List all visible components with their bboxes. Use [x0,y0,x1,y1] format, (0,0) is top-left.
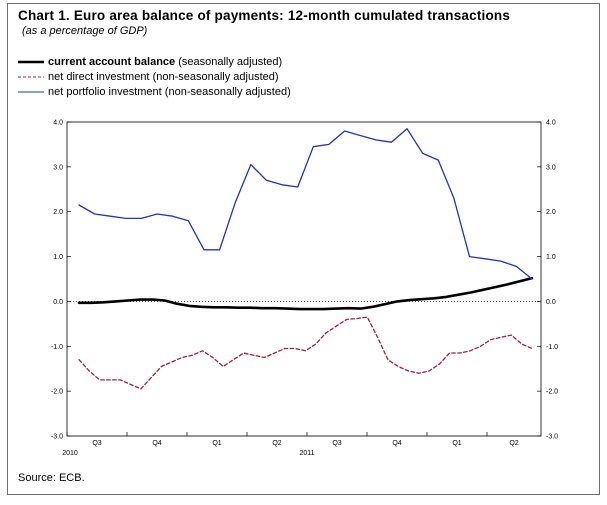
legend-label-current-account: current account balance [48,55,176,68]
y-tick-label-left: 0.0 [53,299,63,306]
legend-label-portfolio-investment: net portfolio investment [48,85,162,98]
chart-title: Chart 1. Euro area balance of payments: … [18,8,511,23]
y-tick-label-left: -2.0 [51,389,63,396]
legend-swatch-portfolio-investment [18,91,44,92]
series-line-current-account [77,276,534,311]
y-tick-label-left: -3.0 [51,434,63,441]
x-tick-label: Q1 [452,440,461,447]
x-tick-label: Q4 [392,440,401,447]
y-tick-label-left: 3.0 [53,164,63,171]
x-tick-label: Q4 [152,440,161,447]
y-tick-label-right: 1.0 [546,254,556,261]
legend-note-direct-investment: (non-seasonally adjusted) [152,70,279,83]
y-tick-label-right: -2.0 [546,389,558,396]
y-tick-label-right: -3.0 [546,434,558,441]
legend-note-current-account: (seasonally adjusted) [178,55,283,68]
legend: current account balance (seasonally adju… [18,54,291,99]
x-tick-label: Q2 [272,440,281,447]
plot-area [66,121,542,437]
y-tick-label-right: -1.0 [546,344,558,351]
legend-item-portfolio-investment: net portfolio investment (non-seasonally… [18,84,291,99]
x-tick-label: Q1 [212,440,221,447]
y-tick-label-right: 2.0 [546,209,556,216]
legend-item-direct-investment: net direct investment (non-seasonally ad… [18,69,291,84]
x-tick-label: Q3 [332,440,341,447]
y-tick-label-left: 1.0 [53,254,63,261]
y-tick-label-right: 3.0 [546,164,556,171]
x-year-label: 2010 [62,450,78,457]
legend-swatch-current-account [18,60,44,63]
series-line-portfolio-investment [78,128,533,280]
y-tick-label-left: -1.0 [51,344,63,351]
x-tick-label: Q2 [509,440,518,447]
y-tick-label-right: 0.0 [546,299,556,306]
x-tick-label: Q3 [92,440,101,447]
source-note: Source: ECB. [18,472,85,484]
legend-swatch-direct-investment [18,76,44,77]
legend-item-current-account: current account balance (seasonally adju… [18,54,291,69]
legend-note-portfolio-investment: (non-seasonally adjusted) [164,85,291,98]
chart-frame [7,3,600,495]
series-line-direct-investment [78,316,533,390]
y-tick-label-right: 4.0 [546,120,556,127]
chart-subtitle: (as a percentage of GDP) [22,25,148,37]
x-year-label: 2011 [299,450,314,457]
y-tick-label-left: 2.0 [53,209,63,216]
legend-label-direct-investment: net direct investment [48,70,150,83]
y-tick-label-left: 4.0 [53,120,63,127]
